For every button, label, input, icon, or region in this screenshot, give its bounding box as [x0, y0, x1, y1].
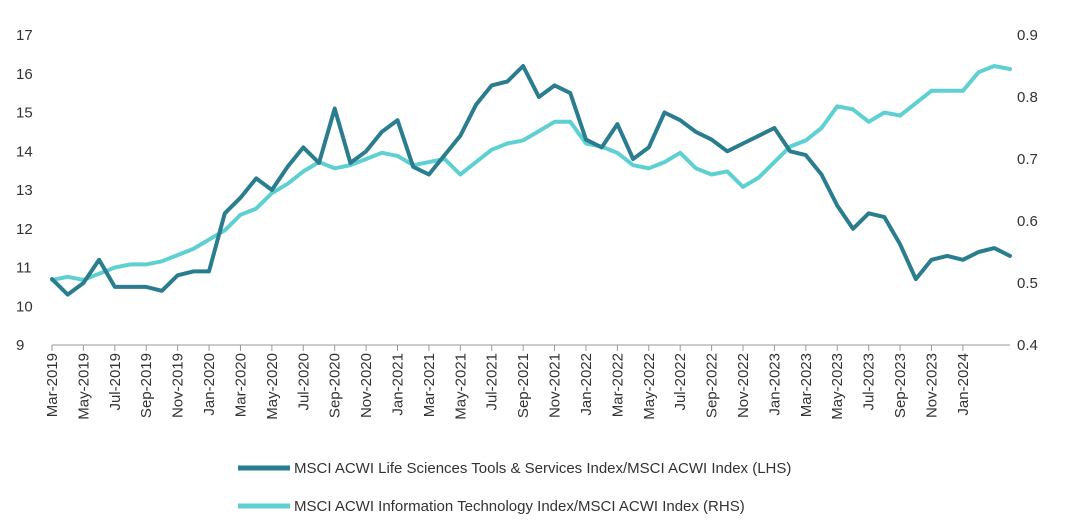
- x-tick-label: Jul-2019: [107, 353, 124, 411]
- right-y-tick-label: 0.9: [1017, 27, 1038, 44]
- series-line-life-sciences: [50, 64, 1012, 297]
- legend-label-life-sciences: MSCI ACWI Life Sciences Tools & Services…: [294, 460, 791, 477]
- left-y-tick-label: 14: [16, 143, 33, 160]
- x-tick-label: Jan-2024: [955, 353, 972, 416]
- x-tick-label: May-2021: [452, 353, 469, 420]
- legend: MSCI ACWI Life Sciences Tools & Services…: [238, 460, 791, 515]
- right-y-axis: 0.4 0.5 0.6 0.7 0.8 0.9: [1017, 27, 1038, 354]
- left-y-tick-label: 13: [16, 182, 33, 199]
- right-y-tick-label: 0.8: [1017, 89, 1038, 106]
- x-tick-label: Sep-2021: [515, 353, 532, 418]
- x-tick-label: Jul-2021: [484, 353, 501, 411]
- x-tick-label: May-2022: [641, 353, 658, 420]
- x-tick-label: Sep-2019: [138, 353, 155, 418]
- series-lines: [50, 64, 1012, 297]
- x-tick-label: Sep-2023: [892, 353, 909, 418]
- left-y-axis: 9 10 11 12 13 14 15 16 17: [16, 27, 33, 354]
- x-tick-label: Mar-2020: [232, 353, 249, 417]
- x-tick-label: Sep-2022: [704, 353, 721, 418]
- x-tick-label: Jan-2020: [201, 353, 218, 416]
- left-y-tick-label: 10: [16, 298, 33, 315]
- x-tick-label: Mar-2021: [421, 353, 438, 417]
- x-tick-label: Jan-2022: [578, 353, 595, 416]
- right-y-tick-label: 0.5: [1017, 275, 1038, 292]
- x-tick-label: Mar-2022: [609, 353, 626, 417]
- x-tick-label: Mar-2019: [44, 353, 61, 417]
- x-tick-label: Nov-2020: [358, 353, 375, 418]
- legend-item-life-sciences[interactable]: MSCI ACWI Life Sciences Tools & Services…: [238, 460, 791, 477]
- left-y-tick-label: 16: [16, 66, 33, 83]
- right-y-tick-label: 0.7: [1017, 151, 1038, 168]
- x-axis: Mar-2019 May-2019 Jul-2019 Sep-2019 Nov-2019…: [44, 345, 972, 420]
- x-tick-label: Mar-2023: [798, 353, 815, 417]
- x-tick-label: Jan-2023: [766, 353, 783, 416]
- x-tick-label: Nov-2019: [170, 353, 187, 418]
- x-tick-label: Jul-2022: [672, 353, 689, 411]
- left-y-tick-label: 17: [16, 27, 33, 44]
- left-y-tick-label: 11: [16, 260, 32, 277]
- x-tick-label: Nov-2022: [735, 353, 752, 418]
- x-tick-label: Jul-2023: [861, 353, 878, 411]
- legend-label-information-technology: MSCI ACWI Information Technology Index/M…: [294, 498, 745, 515]
- x-tick-label: Sep-2020: [327, 353, 344, 418]
- legend-item-information-technology[interactable]: MSCI ACWI Information Technology Index/M…: [238, 498, 745, 515]
- left-y-tick-label: 9: [16, 337, 24, 354]
- x-tick-label: May-2020: [264, 353, 281, 420]
- left-y-tick-label: 15: [16, 105, 33, 122]
- x-tick-label: May-2023: [829, 353, 846, 420]
- right-y-tick-label: 0.4: [1017, 337, 1038, 354]
- x-tick-label: May-2019: [75, 353, 92, 420]
- left-y-tick-label: 12: [16, 221, 33, 238]
- x-tick-label: Nov-2021: [547, 353, 564, 418]
- x-tick-label: Jan-2021: [390, 353, 407, 416]
- series-line-information-technology: [50, 64, 1012, 282]
- x-tick-label: Jul-2020: [295, 353, 312, 411]
- x-tick-label: Nov-2023: [923, 353, 940, 418]
- right-y-tick-label: 0.6: [1017, 213, 1038, 230]
